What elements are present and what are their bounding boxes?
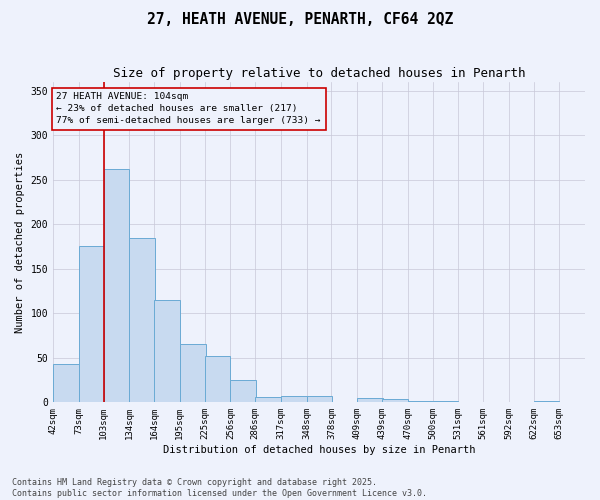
- Bar: [281, 396, 307, 402]
- Title: Size of property relative to detached houses in Penarth: Size of property relative to detached ho…: [113, 68, 525, 80]
- Bar: [180, 344, 206, 403]
- Bar: [357, 398, 383, 402]
- Bar: [205, 356, 230, 403]
- Bar: [104, 169, 129, 402]
- X-axis label: Distribution of detached houses by size in Penarth: Distribution of detached houses by size …: [163, 445, 475, 455]
- Bar: [382, 399, 407, 402]
- Bar: [533, 400, 559, 402]
- Bar: [407, 400, 433, 402]
- Text: 27 HEATH AVENUE: 104sqm
← 23% of detached houses are smaller (217)
77% of semi-d: 27 HEATH AVENUE: 104sqm ← 23% of detache…: [56, 92, 321, 125]
- Bar: [79, 246, 104, 402]
- Bar: [129, 238, 155, 402]
- Bar: [154, 300, 180, 402]
- Bar: [53, 364, 79, 403]
- Bar: [230, 380, 256, 402]
- Y-axis label: Number of detached properties: Number of detached properties: [15, 152, 25, 332]
- Bar: [255, 397, 281, 402]
- Text: 27, HEATH AVENUE, PENARTH, CF64 2QZ: 27, HEATH AVENUE, PENARTH, CF64 2QZ: [147, 12, 453, 28]
- Bar: [307, 396, 332, 402]
- Text: Contains HM Land Registry data © Crown copyright and database right 2025.
Contai: Contains HM Land Registry data © Crown c…: [12, 478, 427, 498]
